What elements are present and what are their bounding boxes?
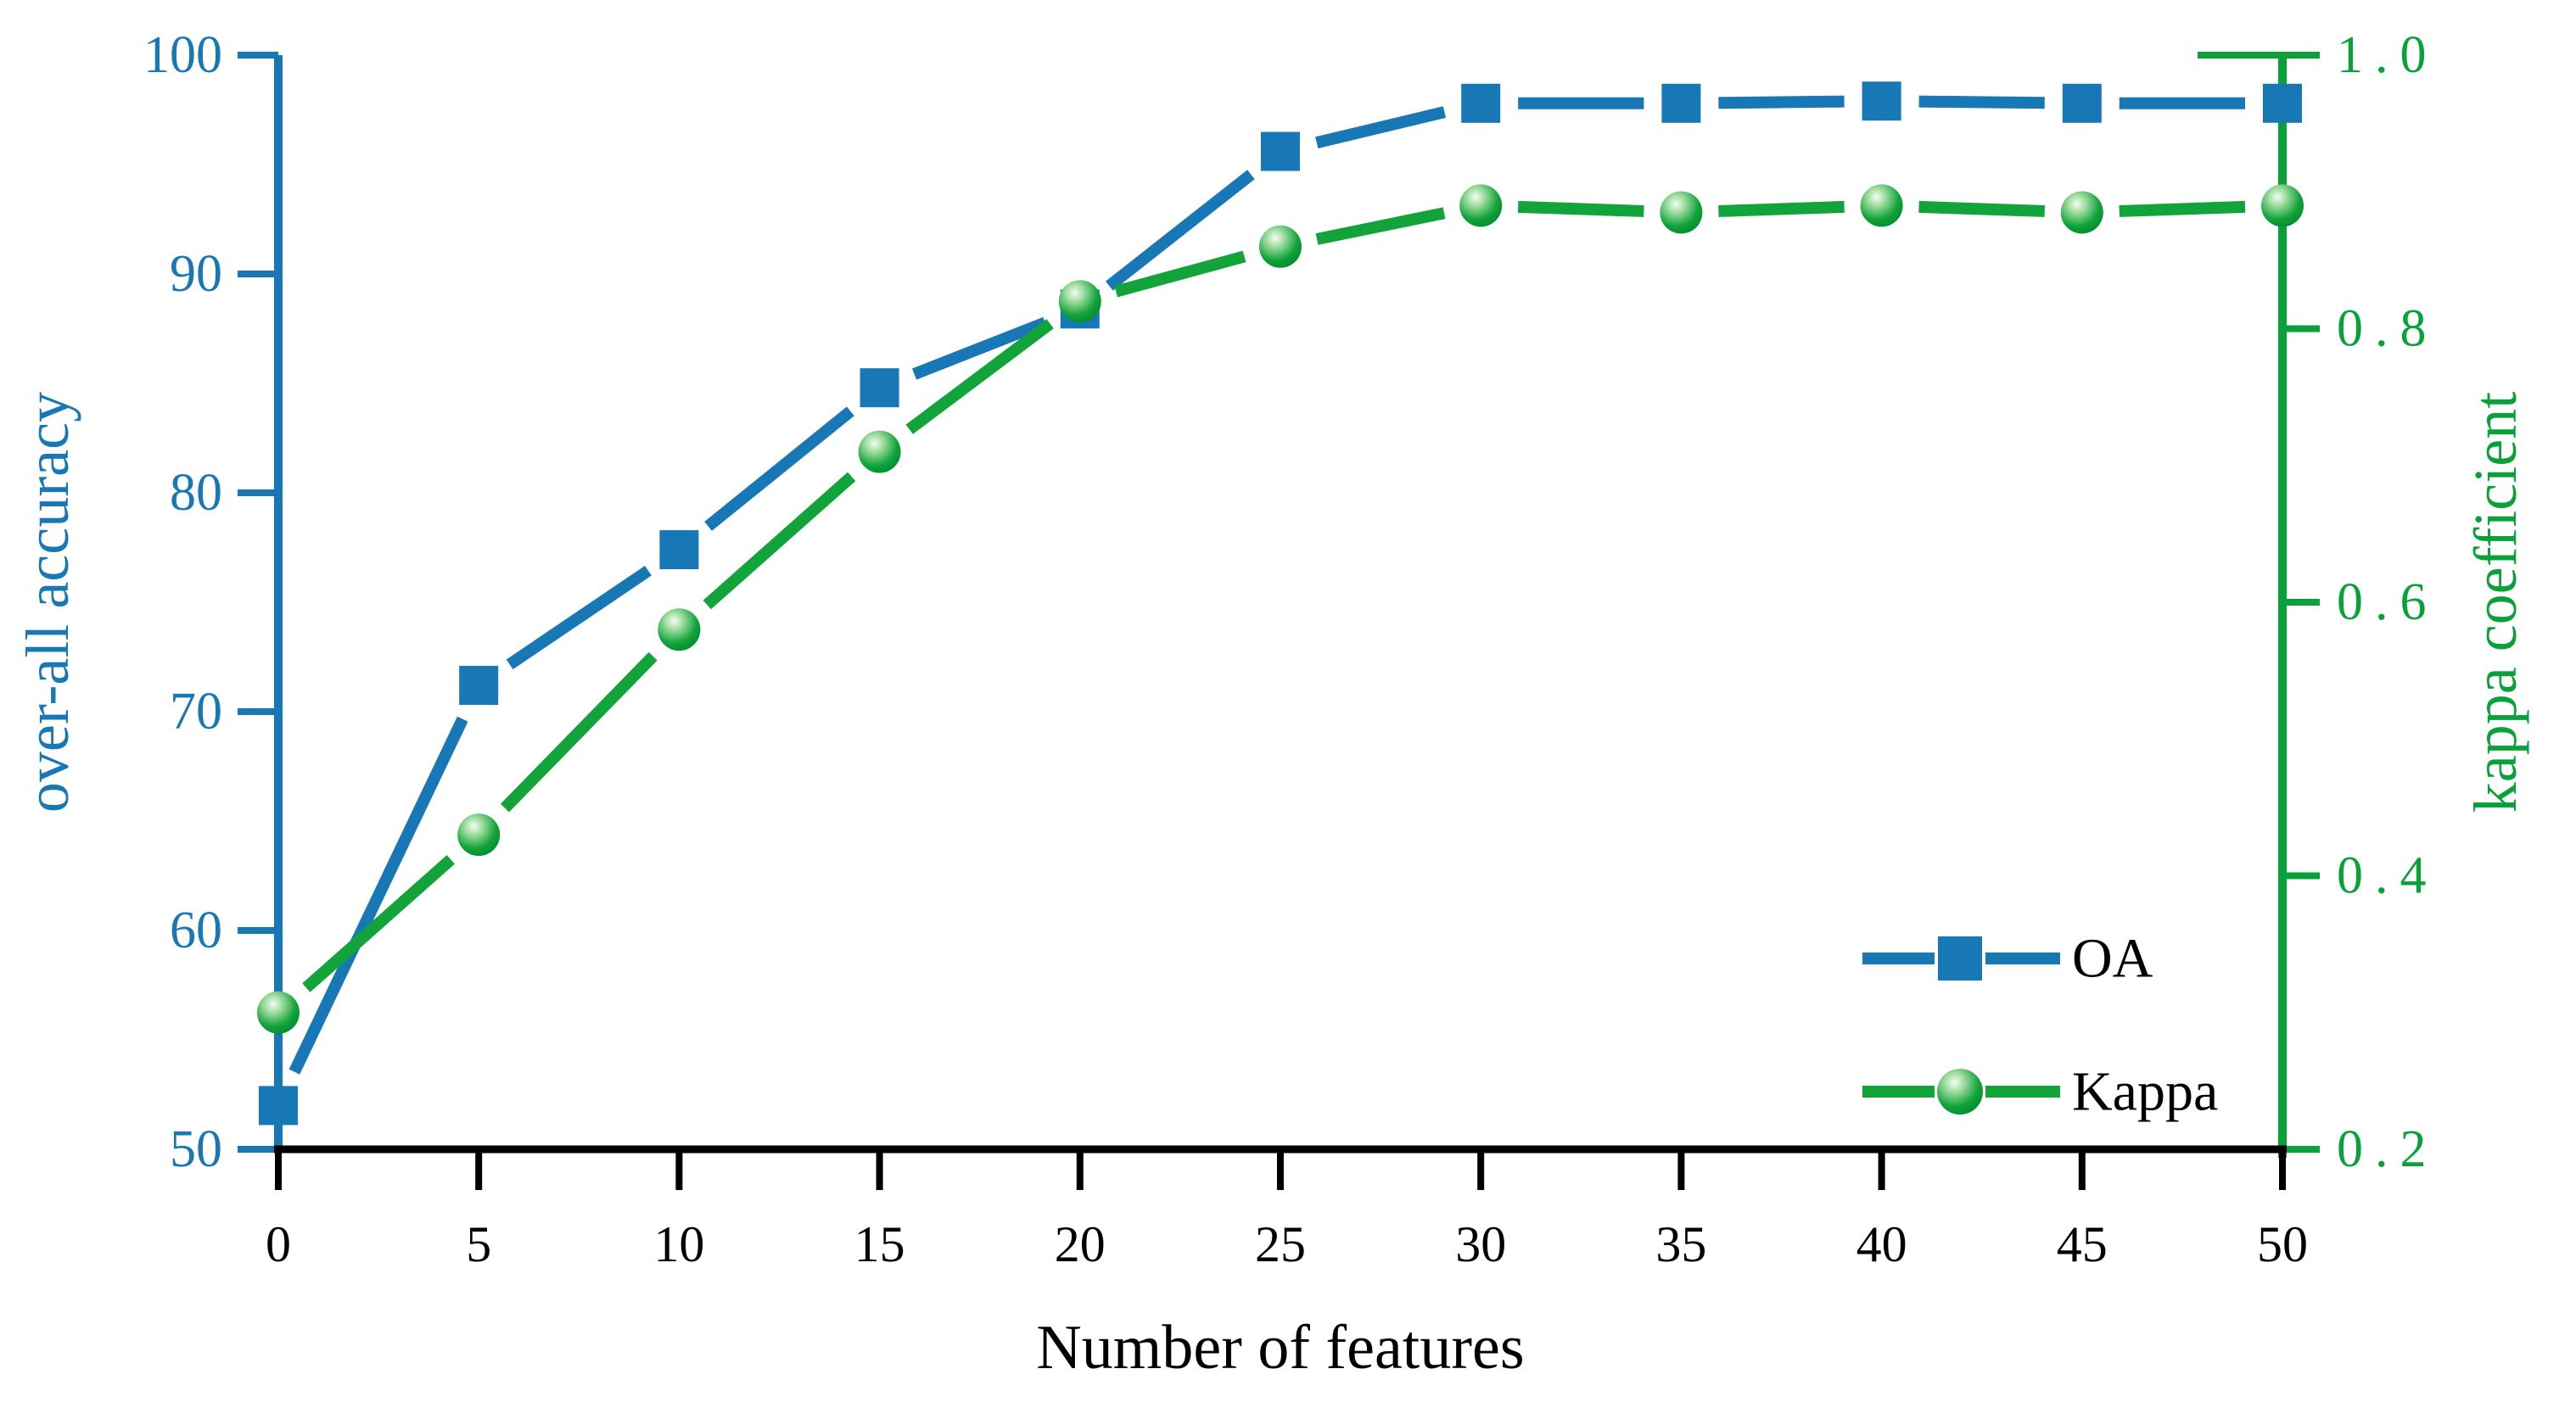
kappa-circle-marker (1459, 184, 1503, 227)
x-axis-tick-label: 10 (653, 1216, 704, 1272)
kappa-circle-marker (1259, 225, 1302, 268)
x-axis-tick-label: 15 (854, 1216, 905, 1272)
left-axis-tick-label: 60 (170, 902, 222, 959)
right-axis-tick-label: 0.6 (2337, 573, 2439, 631)
oa-line-segment (704, 406, 854, 531)
oa-square-marker (2263, 83, 2302, 123)
kappa-circle-marker (858, 430, 901, 473)
oa-line-segment (911, 316, 1048, 380)
legend-item-oa-sample-marker (1938, 936, 1982, 981)
right-axis-tick-label: 0.4 (2337, 847, 2439, 905)
oa-square-marker (259, 1086, 298, 1126)
legend-item-kappa-label: Kappa (2072, 1061, 2218, 1123)
legend-item-kappa-sample-marker (1937, 1069, 1983, 1115)
kappa-circle-marker (2261, 184, 2304, 227)
left-axis-title: over-all accuracy (14, 392, 81, 813)
oa-line-segment (1106, 170, 1255, 291)
oa-line-segment (288, 716, 468, 1075)
kappa-line-segment (703, 472, 856, 610)
kappa-line-segment (1718, 200, 1845, 217)
x-axis-tick-label: 20 (1055, 1216, 1106, 1272)
left-axis-tick-label: 100 (143, 26, 222, 84)
kappa-line-segment (2119, 200, 2246, 217)
kappa-circle-marker (457, 813, 501, 857)
oa-square-marker (1261, 131, 1300, 171)
kappa-line-segment (1114, 250, 1246, 298)
x-axis-title: Number of features (1036, 1313, 1524, 1383)
kappa-circle-marker (1058, 280, 1101, 323)
kappa-circle-marker (1660, 191, 1703, 234)
x-axis-tick-label: 25 (1255, 1216, 1306, 1272)
oa-square-marker (1661, 83, 1701, 123)
oa-square-marker (1862, 81, 1901, 121)
legend-item-oa-label: OA (2072, 928, 2153, 990)
x-axis-tick-label: 30 (1455, 1216, 1506, 1272)
oa-square-marker (860, 368, 899, 408)
kappa-line-segment (905, 319, 1054, 434)
x-axis-tick-label: 35 (1655, 1216, 1706, 1272)
right-axis-tick-label: 0.2 (2337, 1120, 2439, 1178)
x-axis-tick-label: 0 (266, 1216, 291, 1272)
x-axis-tick-label: 45 (2057, 1216, 2108, 1272)
oa-square-marker (659, 530, 699, 570)
kappa-line-segment (1517, 200, 1644, 217)
oa-line-segment (506, 565, 652, 670)
right-axis-tick-label: 1.0 (2337, 26, 2439, 84)
right-axis-title: kappa coefficient (2461, 392, 2529, 813)
kappa-circle-marker (2060, 191, 2103, 234)
kappa-line-segment (1918, 200, 2046, 217)
oa-line-segment (1718, 95, 1845, 109)
x-axis-tick-label: 50 (2257, 1216, 2308, 1272)
oa-square-marker (459, 666, 499, 706)
oa-square-marker (2062, 83, 2102, 123)
oa-square-marker (1461, 83, 1501, 123)
x-axis-tick-label: 5 (466, 1216, 491, 1272)
left-axis-tick-label: 50 (170, 1120, 222, 1178)
left-axis-tick-label: 90 (170, 245, 222, 303)
oa-line-segment (1918, 95, 2045, 109)
left-axis-tick-label: 70 (170, 683, 222, 740)
x-axis-tick-label: 40 (1856, 1216, 1907, 1272)
right-axis-tick-label: 0.8 (2337, 300, 2439, 358)
kappa-line-segment (500, 651, 658, 813)
left-axis-tick-label: 80 (170, 464, 222, 522)
kappa-line-segment (1315, 207, 1446, 245)
kappa-line-segment (302, 855, 455, 992)
oa-line-segment (1315, 106, 1447, 149)
kappa-circle-marker (658, 608, 701, 651)
kappa-circle-marker (1860, 184, 1903, 227)
kappa-circle-marker (257, 991, 300, 1034)
